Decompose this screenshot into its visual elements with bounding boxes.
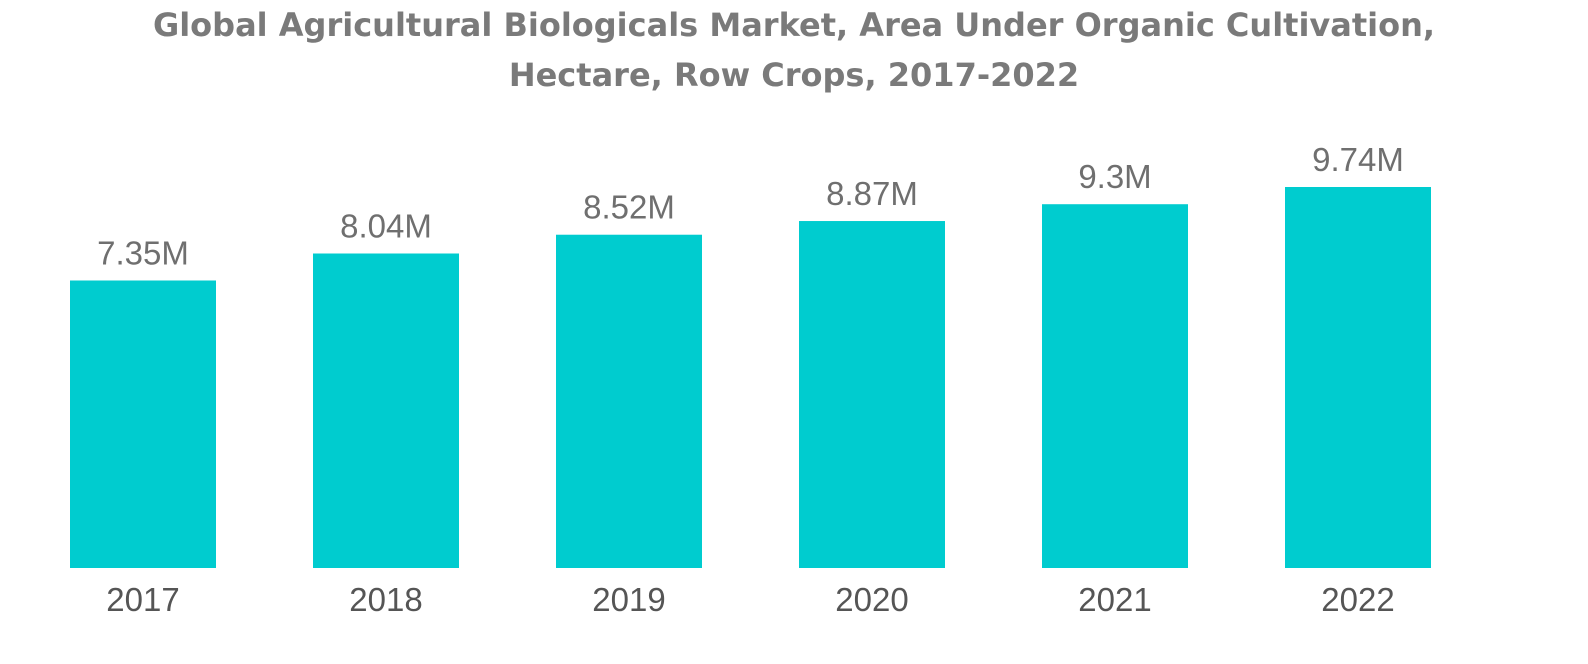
value-label-2021: 9.3M xyxy=(1078,158,1151,195)
chart-title-line-1: Global Agricultural Biologicals Market, … xyxy=(152,6,1436,44)
chart-title-line-2: Hectare, Row Crops, 2017-2022 xyxy=(508,56,1080,94)
x-tick-labels-group: 2017 2018 2019 2020 2021 2022 xyxy=(106,581,1394,618)
chart-title: Global Agricultural Biologicals Market, … xyxy=(0,0,1588,100)
value-label-2018: 8.04M xyxy=(340,207,432,244)
x-tick-label-2019: 2019 xyxy=(592,581,665,618)
x-tick-label-2018: 2018 xyxy=(349,581,422,618)
bar-2018 xyxy=(313,253,459,569)
bar-2019 xyxy=(556,234,702,569)
value-label-2020: 8.87M xyxy=(826,175,918,212)
bar-2022 xyxy=(1285,187,1431,568)
x-tick-label-2020: 2020 xyxy=(835,581,908,618)
x-tick-label-2017: 2017 xyxy=(106,581,179,618)
value-label-2019: 8.52M xyxy=(583,189,675,226)
bars-group xyxy=(70,187,1431,569)
value-label-2022: 9.74M xyxy=(1312,141,1404,178)
x-tick-label-2021: 2021 xyxy=(1078,581,1151,618)
bar-2020 xyxy=(799,221,945,568)
value-labels-group: 7.35M 8.04M 8.52M 8.87M 9.3M 9.74M xyxy=(97,141,1404,271)
value-label-2017: 7.35M xyxy=(97,234,189,271)
bar-2017 xyxy=(70,280,216,568)
x-tick-label-2022: 2022 xyxy=(1321,581,1394,618)
bar-2021 xyxy=(1042,204,1188,569)
